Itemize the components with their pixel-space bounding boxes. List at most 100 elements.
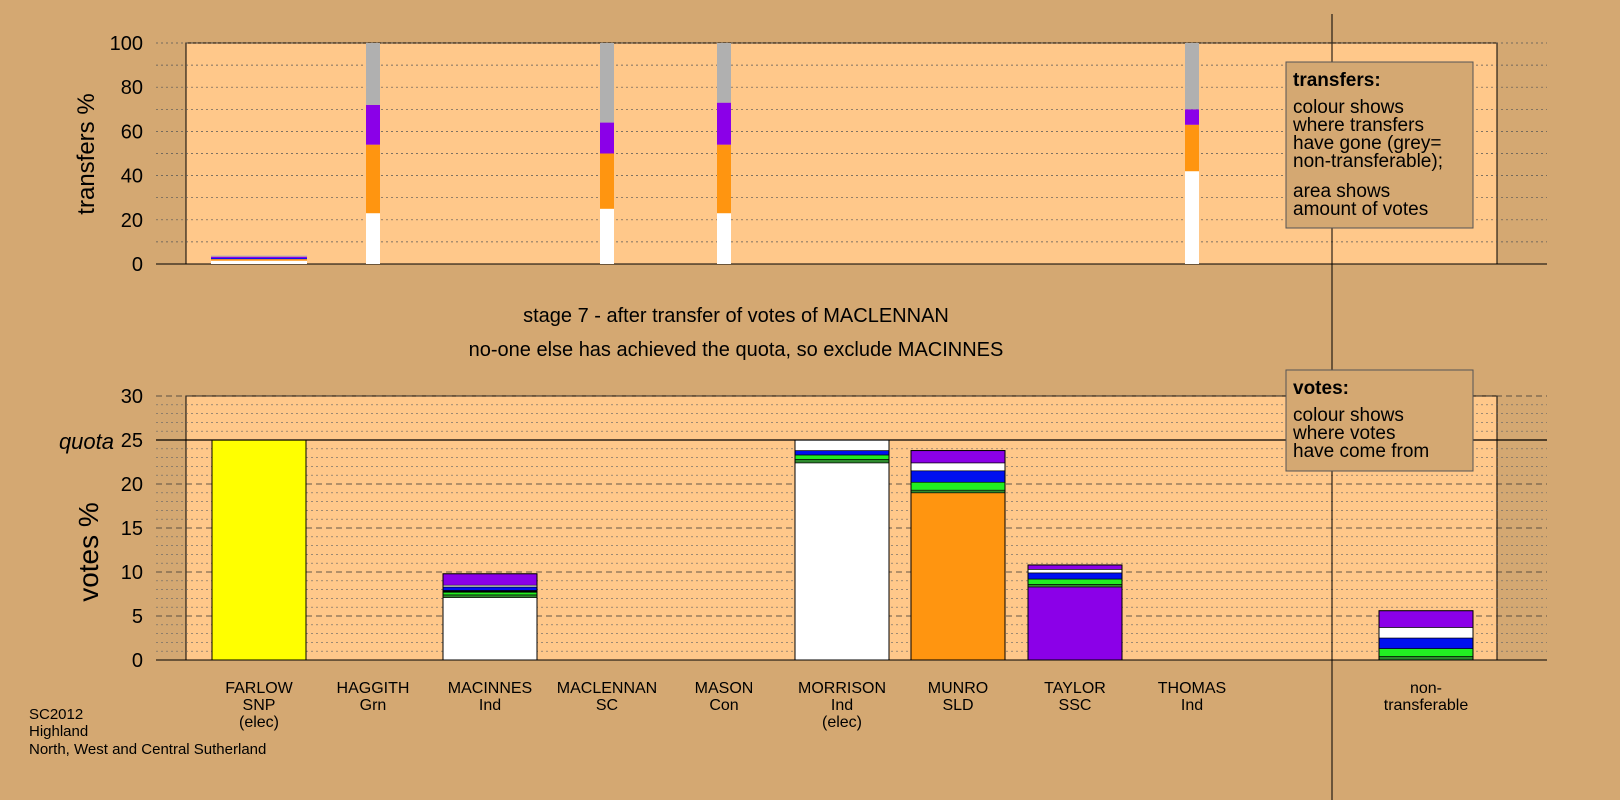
votes-bar-segment — [1027, 584, 1123, 588]
transfers-legend-line-2: where transfers — [1292, 115, 1424, 136]
transfers-y-axis-label: transfers % — [73, 93, 100, 214]
votes-bar-segment — [1378, 656, 1474, 661]
transfers-bar-segment — [717, 213, 731, 264]
transfers-bar-segment — [1185, 124, 1199, 172]
candidate-label: Ind — [831, 697, 853, 714]
votes-bar-segment — [1378, 637, 1474, 649]
transfers-bar-segment — [600, 43, 614, 123]
transfers-bar-segment — [1185, 171, 1199, 264]
votes-bar-segment — [910, 489, 1006, 494]
transfers-legend-line-3: have gone (grey= — [1293, 133, 1441, 154]
votes-bar-segment — [910, 450, 1006, 464]
candidate-label: (elec) — [822, 714, 862, 731]
candidate-label: MUNRO — [928, 680, 988, 697]
transfers-bar-segment — [1185, 43, 1199, 110]
transfers-bar-segment — [600, 153, 614, 209]
footer-council: Highland — [29, 723, 88, 740]
candidate-label: SC — [596, 697, 618, 714]
quota-label: quota — [59, 429, 114, 454]
transfers-legend: transfers: colour shows where transfers … — [1285, 61, 1474, 229]
votes-bar-segment — [910, 481, 1006, 491]
transfers-bar-segment — [717, 102, 731, 145]
votes-y-axis-label: votes % — [73, 502, 104, 602]
votes-bar-segment — [1027, 572, 1123, 580]
transfers-y-tick-label: 100 — [110, 33, 143, 55]
stage-line-1: stage 7 - after transfer of votes of MAC… — [523, 305, 949, 327]
votes-legend-box — [1285, 369, 1474, 472]
votes-legend: votes: colour shows where votes have com… — [1285, 369, 1474, 472]
votes-bar-segment — [910, 470, 1006, 483]
votes-y-tick-label: 20 — [121, 474, 143, 496]
votes-bar-outline — [442, 573, 538, 661]
votes-bar-outline — [1378, 610, 1474, 661]
votes-bar-segment — [1378, 610, 1474, 628]
transfers-bar-segment — [717, 43, 731, 103]
votes-category-labels: FARLOWSNP(elec)HAGGITHGrnMACINNESIndMACL… — [225, 680, 1468, 731]
votes-bar-segment — [1378, 648, 1474, 657]
transfers-y-tick-label: 20 — [121, 210, 143, 232]
transfers-y-tick-label: 0 — [132, 254, 143, 276]
transfers-y-tick-label: 40 — [121, 166, 143, 188]
votes-bar-segment — [794, 459, 890, 464]
transfers-bar-segment — [717, 144, 731, 214]
transfers-bar-segment — [366, 104, 380, 145]
transfers-bar-segment — [600, 122, 614, 154]
candidate-label: MASON — [695, 680, 754, 697]
candidate-label: SSC — [1059, 697, 1092, 714]
candidate-label: Con — [709, 697, 738, 714]
votes-legend-line-1: colour shows — [1293, 405, 1404, 426]
candidate-label: Ind — [1181, 697, 1203, 714]
footer-election: SC2012 — [29, 706, 83, 723]
transfers-legend-box — [1285, 61, 1474, 229]
transfers-legend-line-1: colour shows — [1293, 97, 1404, 118]
candidate-label: HAGGITH — [337, 680, 410, 697]
candidate-label: MORRISON — [798, 680, 886, 697]
transfers-bar-segment — [366, 144, 380, 214]
transfers-panel: 0 20 40 60 80 100 transfers % — [73, 33, 1547, 276]
votes-y-ticks: 0 5 10 15 20 25 30 — [121, 386, 143, 672]
votes-legend-line-3: have come from — [1293, 441, 1429, 462]
votes-bar-segment — [1027, 569, 1123, 574]
transfers-bar-segment — [211, 258, 307, 260]
candidate-label: MACINNES — [448, 680, 532, 697]
candidate-label: TAYLOR — [1044, 680, 1106, 697]
transfers-legend-line-6: amount of votes — [1293, 199, 1428, 220]
votes-bar-segment — [794, 462, 890, 661]
votes-bar-outline — [910, 450, 1006, 661]
transfers-y-ticks: 0 20 40 60 80 100 — [110, 33, 143, 276]
candidate-label: (elec) — [239, 714, 279, 731]
transfers-gridlines — [156, 42, 1547, 265]
transfers-bar-segment — [211, 259, 307, 261]
votes-bar-segment — [442, 597, 538, 661]
footer-ward: North, West and Central Sutherland — [29, 741, 266, 758]
votes-bar-outline — [1027, 564, 1123, 661]
transfers-legend-line-4: non-transferable); — [1293, 151, 1443, 172]
votes-legend-title: votes: — [1293, 378, 1349, 399]
votes-bar-segment — [211, 439, 307, 661]
votes-bar-segment — [442, 594, 538, 598]
candidate-label: transferable — [1384, 697, 1469, 714]
votes-bars — [156, 439, 1547, 661]
votes-bar-segment — [442, 573, 538, 586]
transfers-y-tick-label: 60 — [121, 121, 143, 143]
candidate-label: FARLOW — [225, 680, 293, 697]
transfers-legend-line-5: area shows — [1293, 181, 1390, 202]
transfers-bars — [211, 43, 1199, 264]
votes-legend-line-2: where votes — [1292, 423, 1395, 444]
transfers-bar-segment — [366, 43, 380, 105]
candidate-label: SLD — [942, 697, 973, 714]
transfers-bar-segment — [211, 256, 307, 259]
candidate-label: THOMAS — [1158, 680, 1226, 697]
votes-y-tick-label: 10 — [121, 562, 143, 584]
votes-y-tick-label: 25 — [121, 430, 143, 452]
votes-bar-segment — [1027, 564, 1123, 570]
transfers-bar-segment — [366, 213, 380, 264]
votes-bar-segment — [1378, 627, 1474, 639]
candidate-label: Grn — [360, 697, 387, 714]
votes-bar-segment — [794, 439, 890, 451]
votes-bar-segment — [910, 492, 1006, 661]
candidate-label: Ind — [479, 697, 501, 714]
votes-y-tick-label: 5 — [132, 606, 143, 628]
